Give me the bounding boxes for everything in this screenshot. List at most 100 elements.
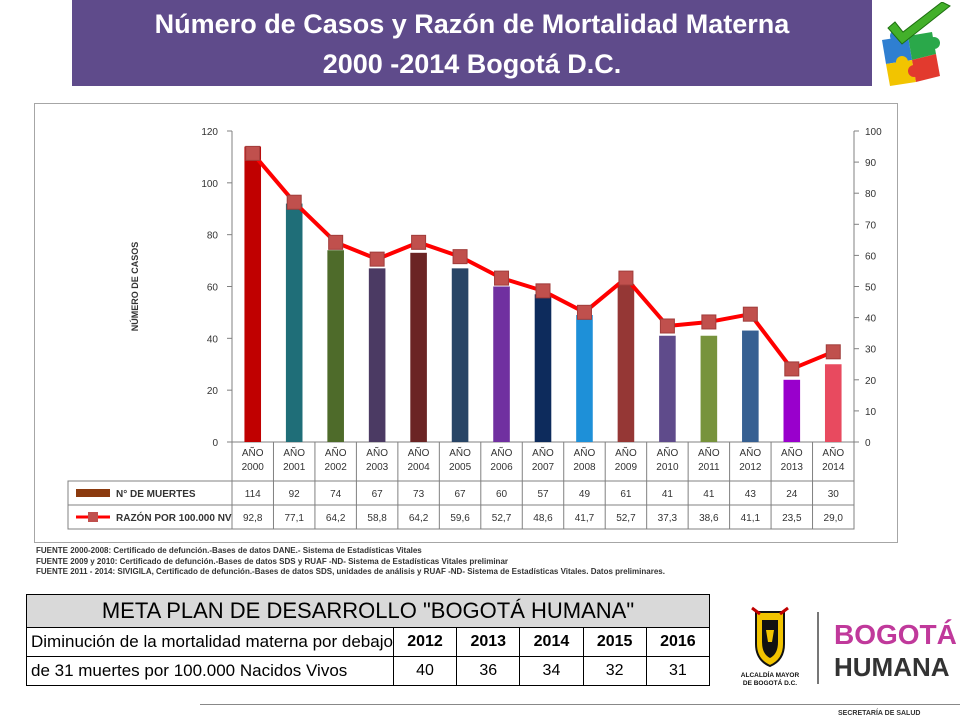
ratio-marker xyxy=(245,145,261,161)
category-label: 2011 xyxy=(698,462,720,473)
data-label-ratio: 52,7 xyxy=(616,513,636,524)
category-label: AÑO xyxy=(242,446,264,459)
category-label: 2002 xyxy=(325,462,348,473)
meta-description-line-1: Diminución de la mortalidad materna por … xyxy=(26,627,394,657)
category-label: 2005 xyxy=(449,462,472,473)
bogota-word: BOGOTÁ xyxy=(834,619,957,650)
data-label-deaths: 41 xyxy=(703,489,715,500)
y2-tick-label: 100 xyxy=(865,127,882,138)
category-label: AÑO xyxy=(366,446,388,459)
data-label-deaths: 49 xyxy=(579,489,591,500)
ratio-marker xyxy=(742,306,758,322)
data-label-deaths: 92 xyxy=(289,489,301,500)
y2-tick-label: 0 xyxy=(865,438,871,449)
category-label: AÑO xyxy=(781,446,803,459)
bar xyxy=(410,252,427,442)
ratio-marker xyxy=(618,270,634,286)
sources-notes: FUENTE 2000-2008: Certificado de defunci… xyxy=(36,546,916,578)
ratio-marker xyxy=(576,304,592,320)
category-label: AÑO xyxy=(698,446,720,459)
ratio-marker xyxy=(411,234,427,250)
meta-year: 2015 xyxy=(582,627,647,657)
meta-year: 2013 xyxy=(456,627,521,657)
title-banner: Número de Casos y Razón de Mortalidad Ma… xyxy=(72,0,872,86)
bar xyxy=(576,315,593,442)
y2-tick-label: 80 xyxy=(865,189,877,200)
category-label: 2009 xyxy=(615,462,638,473)
category-label: 2012 xyxy=(739,462,762,473)
ratio-marker xyxy=(535,283,551,299)
mortality-chart: 0 20 40 60 80 100 120 0 10 20 30 40 50 60 70 80 90 100 NÚM… xyxy=(67,127,882,530)
humana-word: HUMANA xyxy=(834,652,950,682)
bar xyxy=(824,364,842,442)
ratio-marker xyxy=(369,251,385,267)
data-label-deaths: 24 xyxy=(786,489,798,500)
data-label-ratio: 92,8 xyxy=(243,513,263,524)
meta-description-line-2: de 31 muertes por 100.000 Nacidos Vivos xyxy=(26,656,394,686)
meta-year: 2012 xyxy=(392,627,458,657)
data-label-ratio: 52,7 xyxy=(492,513,512,524)
meta-target-value: 40 xyxy=(392,656,458,686)
y2-tick-label: 60 xyxy=(865,251,877,262)
data-label-ratio: 64,2 xyxy=(409,513,429,524)
title-line-2: 2000 -2014 Bogotá D.C. xyxy=(322,49,622,79)
y2-tick-label: 50 xyxy=(865,283,877,294)
category-label: 2006 xyxy=(490,462,513,473)
bar xyxy=(244,146,262,443)
data-label-deaths: 74 xyxy=(330,489,342,500)
data-label-deaths: 67 xyxy=(372,489,384,500)
data-label-deaths: 67 xyxy=(455,489,467,500)
coat-of-arms-icon xyxy=(751,606,789,668)
y2-tick-label: 70 xyxy=(865,220,877,231)
bogota-logos: ALCALDÍA MAYOR DE BOGOTÁ D.C. BOGOTÁ HUM… xyxy=(741,606,957,687)
data-label-ratio: 41,7 xyxy=(575,513,595,524)
legend-label-bars: N° DE MUERTES xyxy=(116,489,196,500)
data-label-ratio: 77,1 xyxy=(284,513,304,524)
y2-tick-label: 10 xyxy=(865,407,877,418)
ratio-marker xyxy=(659,318,675,334)
alcaldia-text-line-2: DE BOGOTÁ D.C. xyxy=(743,678,797,687)
bar xyxy=(617,283,635,442)
meta-plan-header: META PLAN DE DESARROLLO "BOGOTÁ HUMANA" xyxy=(26,594,710,628)
logo-divider xyxy=(817,612,819,684)
data-label-deaths: 43 xyxy=(745,489,757,500)
meta-year: 2016 xyxy=(645,627,711,657)
data-label-ratio: 59,6 xyxy=(450,513,470,524)
data-label-deaths: 61 xyxy=(620,489,632,500)
footer-divider xyxy=(200,704,960,705)
y-tick-label: 0 xyxy=(212,438,218,449)
y-tick-label: 60 xyxy=(207,283,219,294)
ratio-marker xyxy=(286,194,302,210)
category-label: AÑO xyxy=(657,446,679,459)
data-label-deaths: 57 xyxy=(537,489,549,500)
meta-target-value: 36 xyxy=(456,656,521,686)
category-label: 2004 xyxy=(407,462,430,473)
ratio-marker xyxy=(452,249,468,265)
bar xyxy=(659,335,676,442)
category-label: AÑO xyxy=(739,446,761,459)
category-label: AÑO xyxy=(491,446,513,459)
ratio-marker xyxy=(328,234,344,250)
category-label: AÑO xyxy=(283,446,305,459)
bar xyxy=(327,250,344,442)
data-label-deaths: 60 xyxy=(496,489,508,500)
title-line-1: Número de Casos y Razón de Mortalidad Ma… xyxy=(154,9,790,39)
bar xyxy=(742,330,759,442)
category-label: 2001 xyxy=(283,462,306,473)
data-label-ratio: 58,8 xyxy=(367,513,387,524)
puzzle-check-icon xyxy=(882,2,951,86)
category-label: AÑO xyxy=(408,446,430,459)
ratio-marker xyxy=(825,344,841,360)
source-line: FUENTE 2011 - 2014: SIVIGILA, Certificad… xyxy=(36,567,665,576)
bar xyxy=(493,286,510,442)
legend-swatch-bars xyxy=(76,489,110,497)
data-label-ratio: 29,0 xyxy=(824,513,844,524)
y-axis-label: NÚMERO DE CASOS xyxy=(129,242,140,332)
bar xyxy=(285,203,303,442)
y-tick-label: 100 xyxy=(201,179,218,190)
y-tick-label: 40 xyxy=(207,334,219,345)
category-label: 2014 xyxy=(822,462,845,473)
meta-year: 2014 xyxy=(519,627,584,657)
ratio-marker xyxy=(784,361,800,377)
meta-plan-table: META PLAN DE DESARROLLO "BOGOTÁ HUMANA" … xyxy=(26,594,711,686)
